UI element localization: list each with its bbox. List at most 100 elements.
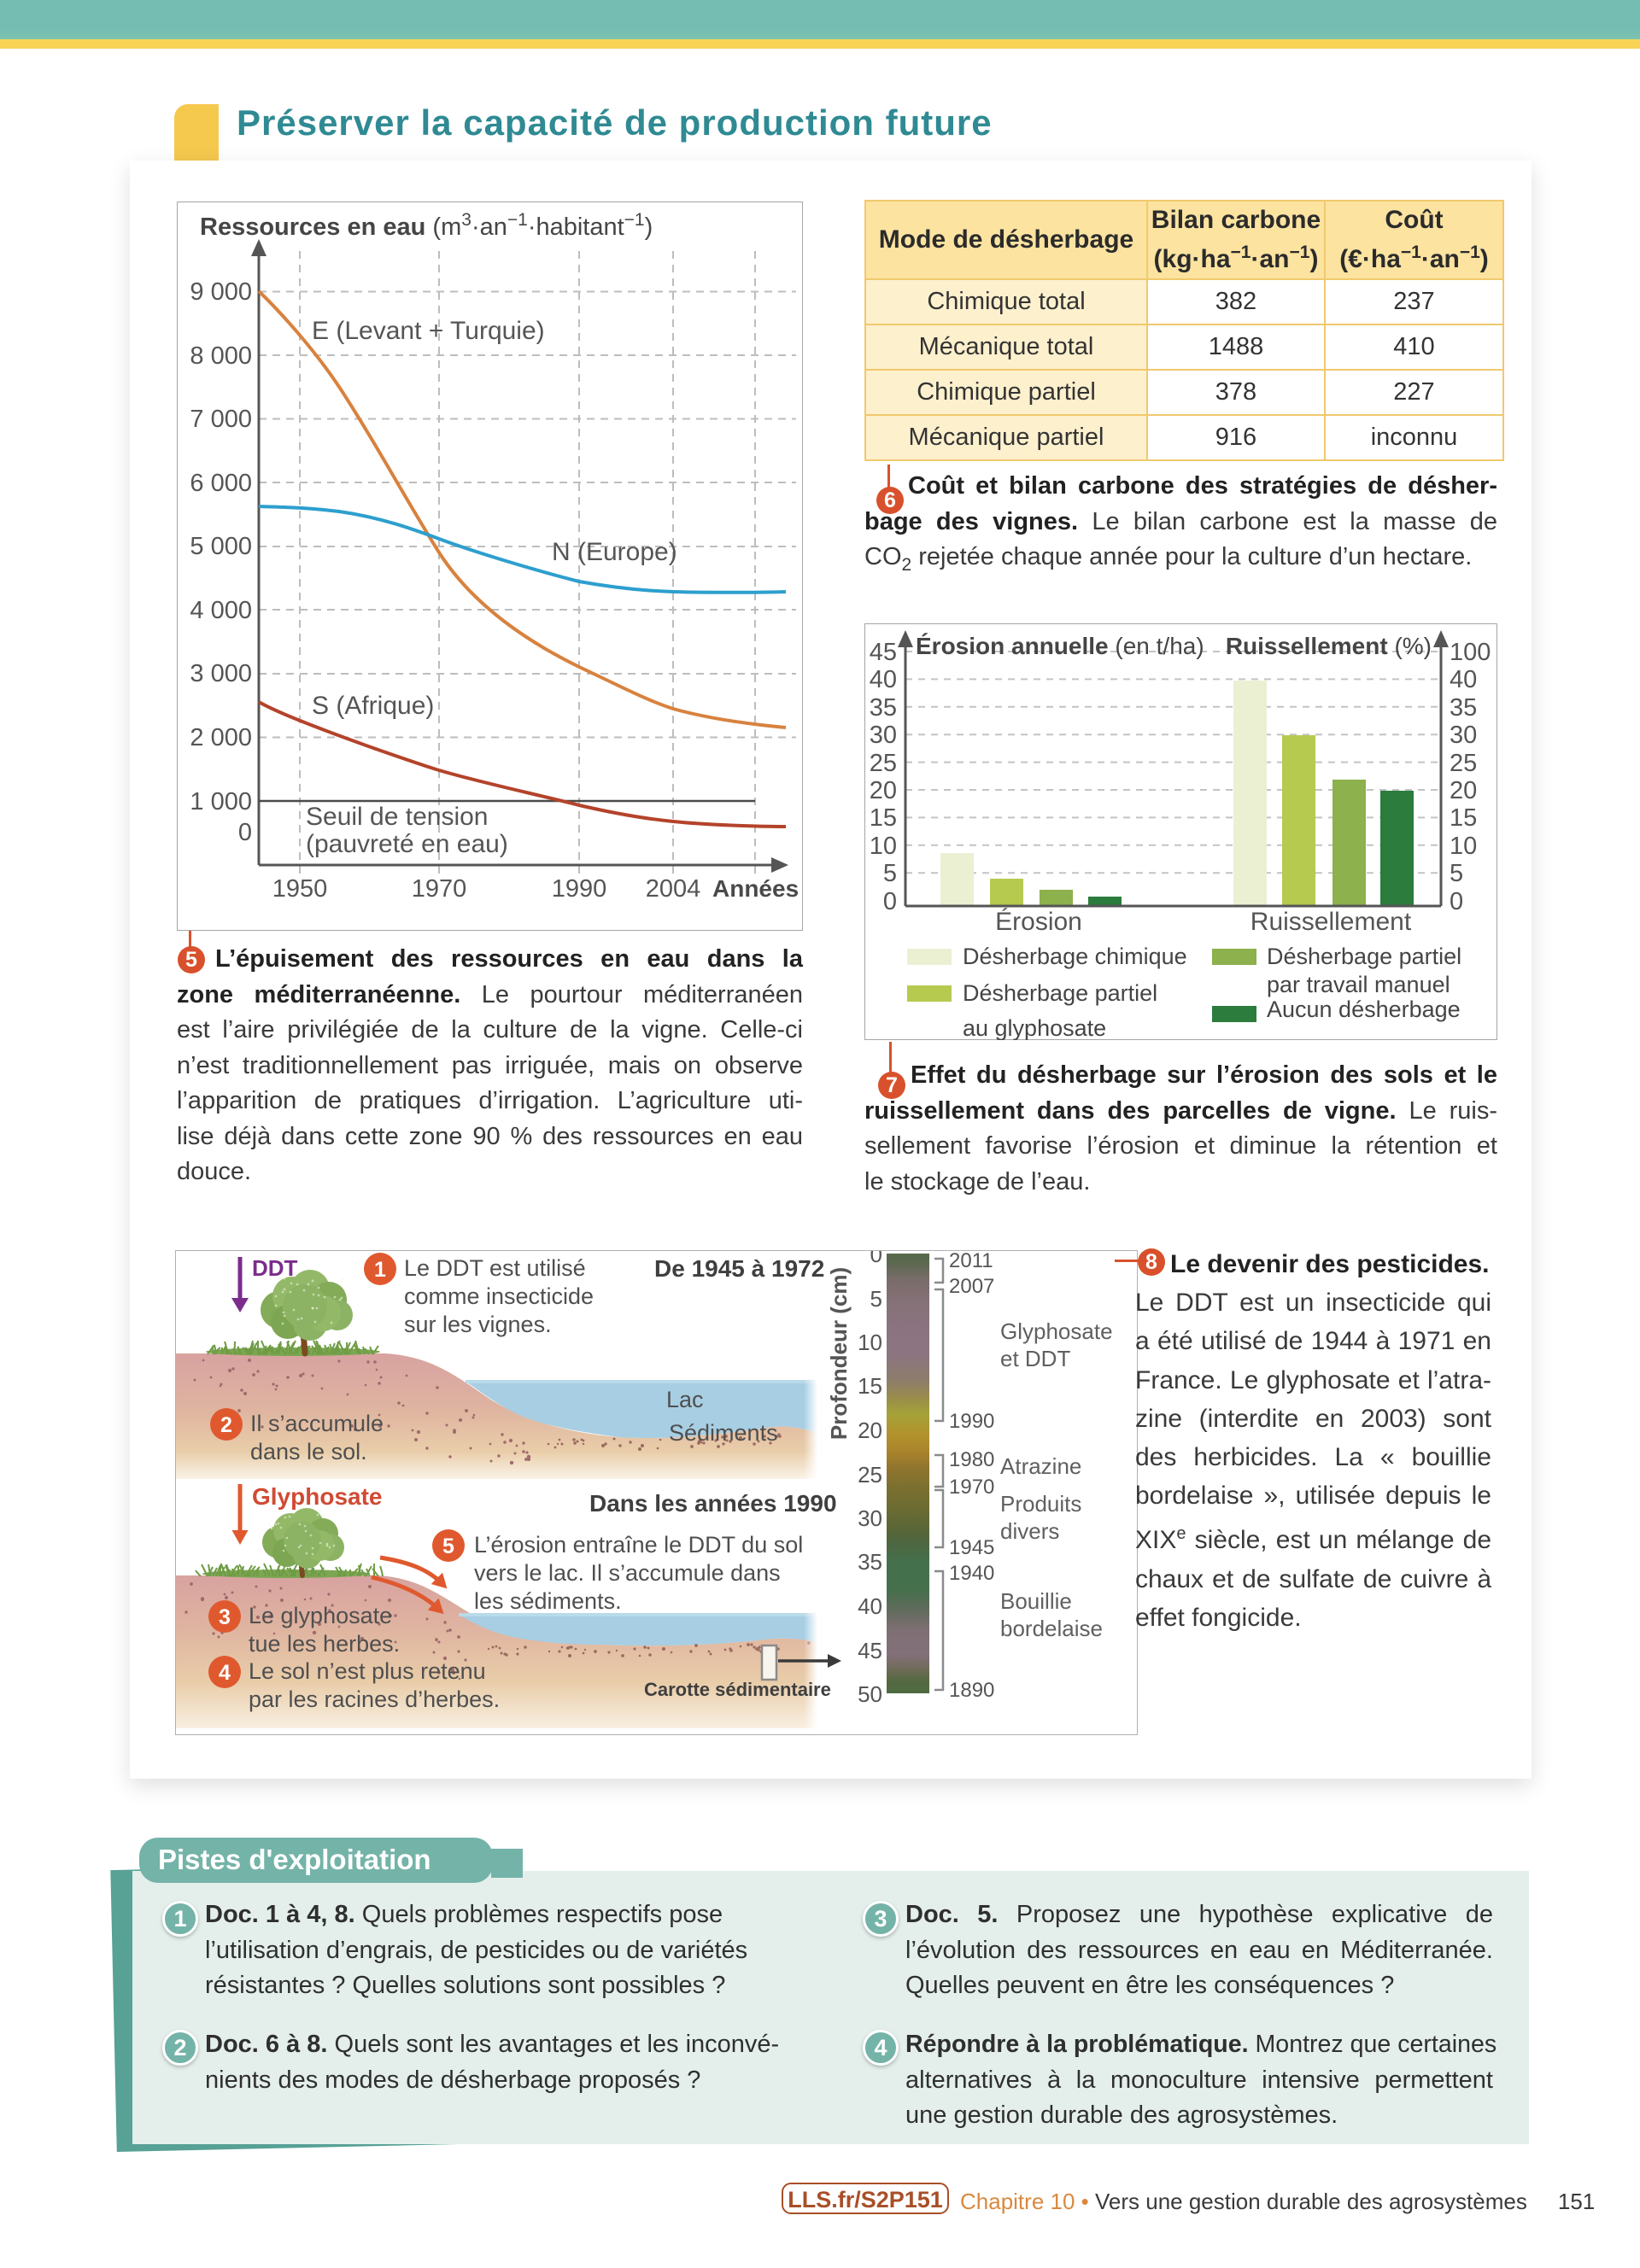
svg-text:Aucun désherbage: Aucun désherbage: [1267, 997, 1461, 1022]
svg-text:1970: 1970: [412, 875, 467, 903]
svg-text:25: 25: [870, 750, 897, 777]
svg-text:Érosion annuelle (en t/ha): Érosion annuelle (en t/ha): [916, 633, 1204, 659]
svg-text:1 000: 1 000: [190, 788, 252, 815]
svg-text:40: 40: [870, 666, 897, 693]
svg-text:2011: 2011: [949, 1250, 993, 1272]
svg-text:45: 45: [858, 1638, 882, 1663]
svg-text:E (Levant + Turquie): E (Levant + Turquie): [312, 317, 545, 345]
svg-text:20: 20: [870, 777, 897, 804]
svg-text:50: 50: [858, 1681, 882, 1707]
svg-text:N (Europe): N (Europe): [552, 538, 677, 566]
svg-text:9 000: 9 000: [190, 278, 252, 306]
svg-text:0: 0: [883, 888, 897, 915]
svg-text:De 1945 à 1972: De 1945 à 1972: [654, 1255, 824, 1282]
svg-text:0: 0: [238, 819, 252, 846]
svg-text:Atrazine: Atrazine: [1000, 1453, 1081, 1479]
svg-text:S (Afrique): S (Afrique): [312, 692, 434, 720]
svg-text:1990: 1990: [552, 875, 607, 903]
svg-text:30: 30: [1450, 722, 1477, 749]
svg-text:0: 0: [870, 1250, 882, 1267]
svg-text:tue les herbes.: tue les herbes.: [249, 1631, 400, 1657]
svg-text:et DDT: et DDT: [1000, 1346, 1070, 1371]
svg-text:sur les vignes.: sur les vignes.: [404, 1312, 552, 1337]
svg-text:30: 30: [870, 722, 897, 749]
svg-text:Érosion: Érosion: [995, 908, 1082, 936]
svg-text:15: 15: [870, 804, 897, 832]
svg-text:bordelaise: bordelaise: [1000, 1616, 1103, 1641]
svg-text:10: 10: [870, 833, 897, 860]
svg-text:35: 35: [858, 1549, 882, 1575]
svg-text:5: 5: [870, 1286, 882, 1312]
svg-text:3: 3: [219, 1605, 231, 1629]
svg-text:5 000: 5 000: [190, 533, 252, 560]
svg-text:15: 15: [858, 1373, 882, 1399]
svg-text:1980: 1980: [949, 1448, 994, 1471]
svg-text:au glyphosate: au glyphosate: [963, 1015, 1106, 1040]
svg-text:Le glyphosate: Le glyphosate: [249, 1603, 392, 1628]
svg-text:Désherbage partiel: Désherbage partiel: [963, 980, 1157, 1006]
svg-text:2: 2: [220, 1413, 232, 1437]
svg-text:Il s’accumule: Il s’accumule: [250, 1411, 384, 1436]
svg-text:Ressources en eau (m3·an−1·hab: Ressources en eau (m3·an−1·habitant−1): [200, 210, 653, 242]
svg-text:1950: 1950: [272, 875, 328, 903]
svg-text:2004: 2004: [646, 875, 701, 903]
svg-text:8 000: 8 000: [190, 342, 252, 370]
svg-text:Années: Années: [712, 875, 799, 902]
svg-text:40: 40: [1450, 666, 1477, 693]
svg-text:vers le lac. Il s’accumule dan: vers le lac. Il s’accumule dans: [474, 1560, 781, 1586]
svg-text:Glyphosate: Glyphosate: [252, 1483, 382, 1510]
svg-text:30: 30: [858, 1505, 882, 1531]
svg-text:Bouillie: Bouillie: [1000, 1588, 1072, 1614]
svg-text:5: 5: [883, 860, 897, 887]
svg-text:Profondeur (cm): Profondeur (cm): [826, 1267, 852, 1440]
svg-text:Carotte sédimentaire: Carotte sédimentaire: [644, 1679, 831, 1700]
svg-text:20: 20: [1450, 777, 1477, 804]
svg-text:35: 35: [1450, 694, 1477, 722]
svg-text:comme insecticide: comme insecticide: [404, 1283, 594, 1309]
svg-text:1945: 1945: [949, 1536, 994, 1559]
svg-text:4 000: 4 000: [190, 597, 252, 624]
svg-text:1: 1: [374, 1258, 386, 1282]
svg-text:Ruissellement (%): Ruissellement (%): [1226, 633, 1432, 659]
svg-text:DDT: DDT: [252, 1255, 298, 1281]
svg-text:7 000: 7 000: [190, 406, 252, 433]
svg-text:10: 10: [858, 1330, 882, 1355]
svg-text:Lac: Lac: [666, 1387, 704, 1412]
svg-text:Dans les années 1990: Dans les années 1990: [589, 1490, 837, 1517]
svg-text:1940: 1940: [949, 1562, 994, 1585]
svg-text:4: 4: [219, 1661, 231, 1685]
svg-text:par les racines d’herbes.: par les racines d’herbes.: [249, 1686, 500, 1712]
svg-text:3 000: 3 000: [190, 660, 252, 687]
svg-text:Glyphosate: Glyphosate: [1000, 1318, 1113, 1344]
svg-text:Sédiments: Sédiments: [669, 1420, 778, 1446]
svg-text:divers: divers: [1000, 1518, 1059, 1544]
svg-text:6 000: 6 000: [190, 470, 252, 497]
svg-text:1990: 1990: [949, 1410, 994, 1433]
svg-text:25: 25: [1450, 750, 1477, 777]
svg-text:Désherbage partiel: Désherbage partiel: [1267, 944, 1461, 969]
svg-text:5: 5: [442, 1534, 454, 1558]
svg-text:Le sol n’est plus retenu: Le sol n’est plus retenu: [249, 1658, 486, 1684]
svg-text:Désherbage chimique: Désherbage chimique: [963, 944, 1187, 969]
svg-text:par travail manuel: par travail manuel: [1267, 972, 1450, 997]
svg-text:40: 40: [858, 1593, 882, 1619]
svg-text:5: 5: [1450, 860, 1463, 887]
svg-text:dans le sol.: dans le sol.: [250, 1439, 367, 1464]
svg-text:Seuil de tension: Seuil de tension: [306, 803, 489, 831]
svg-text:35: 35: [870, 694, 897, 722]
svg-text:25: 25: [858, 1462, 882, 1488]
svg-text:15: 15: [1450, 804, 1477, 832]
svg-text:Produits: Produits: [1000, 1491, 1081, 1517]
svg-text:20: 20: [858, 1418, 882, 1443]
svg-text:Ruissellement: Ruissellement: [1250, 908, 1412, 936]
svg-text:0: 0: [1450, 888, 1463, 915]
svg-text:45: 45: [870, 639, 897, 666]
svg-text:les sédiments.: les sédiments.: [474, 1588, 622, 1614]
svg-text:2007: 2007: [949, 1275, 994, 1298]
svg-text:10: 10: [1450, 833, 1477, 860]
svg-text:2 000: 2 000: [190, 724, 252, 751]
svg-text:(pauvreté en eau): (pauvreté en eau): [306, 830, 508, 858]
svg-text:100: 100: [1450, 639, 1491, 666]
svg-text:1970: 1970: [949, 1476, 994, 1499]
svg-text:L’érosion entraîne le DDT du s: L’érosion entraîne le DDT du sol: [474, 1532, 803, 1558]
